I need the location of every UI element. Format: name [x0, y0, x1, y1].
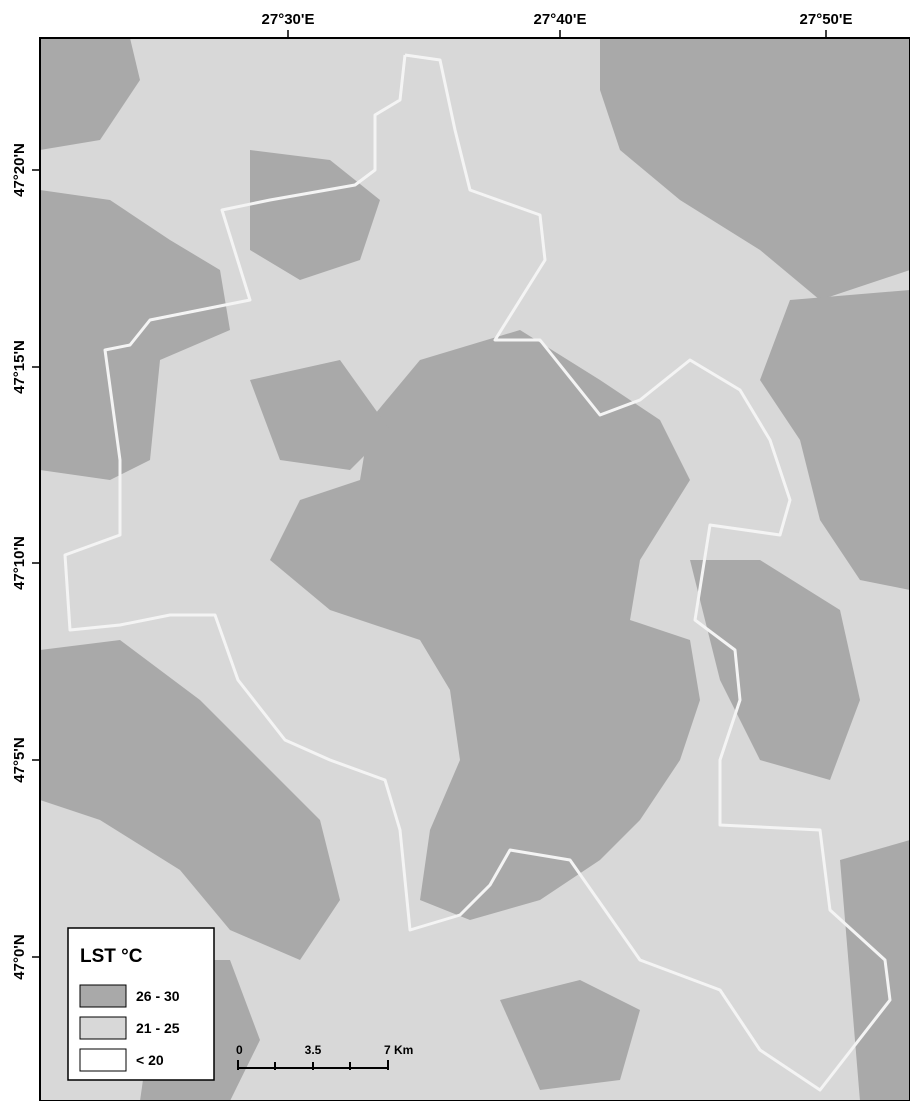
- legend-title: LST °C: [80, 946, 143, 967]
- legend: LST °C 26 - 30 21 - 25 < 20: [68, 928, 214, 1080]
- longitude-label: 27°30'E: [262, 11, 315, 28]
- latitude-label: 47°0'N: [11, 934, 28, 979]
- latitude-label: 47°5'N: [11, 737, 28, 782]
- latitude-label: 47°10'N: [11, 536, 28, 590]
- map: 27°30'E 27°40'E 27°50'E 47°20'N 47°15'N …: [0, 0, 910, 1101]
- legend-label: 26 - 30: [136, 988, 180, 1004]
- legend-swatch: [80, 1017, 126, 1039]
- legend-label: < 20: [136, 1052, 164, 1068]
- legend-swatch: [80, 985, 126, 1007]
- legend-swatch: [80, 1049, 126, 1071]
- latitude-label: 47°20'N: [11, 143, 28, 197]
- legend-label: 21 - 25: [136, 1020, 180, 1036]
- latitude-label: 47°15'N: [11, 340, 28, 394]
- scale-label: 3.5: [305, 1043, 322, 1057]
- page: {"map": { "longitude_labels": ["27°30'E"…: [0, 0, 910, 1106]
- longitude-label: 27°50'E: [800, 11, 853, 28]
- scale-label: 0: [236, 1043, 243, 1057]
- longitude-label: 27°40'E: [534, 11, 587, 28]
- scale-label: 7 Km: [384, 1043, 413, 1057]
